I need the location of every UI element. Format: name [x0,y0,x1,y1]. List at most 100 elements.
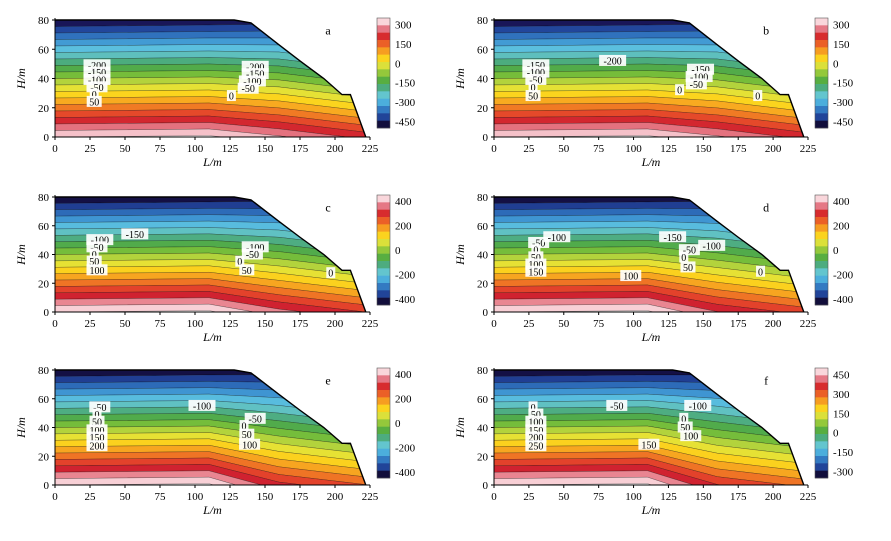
contour-label: 100 [90,266,105,277]
contour-label: 150 [528,426,543,437]
colorbar-swatch [377,463,390,471]
contour-band [494,115,804,137]
x-tick-label: 200 [765,318,782,330]
x-tick-label: 150 [257,143,274,155]
colorbar-swatch [815,209,828,218]
chart-panel-b: 0 25 50 75 100 125 150 175 200 225 0 20 40 60 80 L/m H/m… [453,15,854,169]
chart-panel-a: 0 25 50 75 100 125 150 175 200 225 0 20 40 60 80 L/m H/m… [14,15,416,169]
colorbar-swatch [377,470,390,479]
colorbar-swatch [377,25,390,33]
colorbar-swatch [815,470,828,479]
contour-label-bg [121,228,149,240]
colorbar-swatch [377,62,390,70]
colorbar-swatch [377,456,390,464]
colorbar-swatch [377,268,390,276]
colorbar-frame [814,194,829,306]
x-tick-label: 25 [523,143,535,155]
x-tick-label: 0 [52,491,58,503]
contour-label-bg [86,255,102,267]
x-tick-label: 50 [120,318,132,330]
colorbar-swatch [377,47,390,55]
y-axis-label: H/m [14,68,28,90]
colorbar-swatch [815,246,828,254]
x-tick-label: 225 [362,491,379,503]
y-tick-label: 60 [477,394,489,406]
colorbar-swatch [377,76,390,85]
contour-label-bg [86,81,108,93]
contour-label: -50 [532,239,545,250]
contour-label: 50 [683,263,693,274]
colorbar-swatch [377,113,390,121]
colorbar-swatch [377,397,390,405]
y-tick-label: 60 [477,44,489,56]
y-tick-label: 0 [44,480,50,492]
contour-label: -100 [527,68,545,79]
contour-label-bg [86,431,108,443]
y-tick-label: 80 [477,192,489,204]
colorbar-swatch [815,18,828,26]
contour-label: 100 [623,272,638,283]
y-tick-label: 40 [477,250,489,262]
panel-label: f [764,373,768,387]
contour-label-bg [525,415,547,427]
contour-label: -150 [691,65,709,76]
colorbar-swatch [377,375,390,383]
contour-label-bg [675,84,685,96]
colorbar: 400 200 0 -200 -400 [376,194,416,306]
y-tick-label: 0 [483,307,489,319]
colorbar-tick-label: 200 [395,221,412,233]
contour-label: 0 [237,257,242,268]
contour-band [55,122,366,137]
x-tick-label: 100 [625,491,642,503]
x-tick-label: 150 [695,491,712,503]
colorbar-swatch [377,283,390,291]
colorbar-tick-label: 0 [395,418,401,430]
x-tick-label: 75 [593,143,605,155]
colorbar-swatch [377,91,390,99]
colorbar-swatch [815,239,828,247]
x-tick-label: 150 [695,318,712,330]
contour-label-bg [698,239,726,251]
y-tick-label: 60 [477,221,489,233]
panel-label: e [325,373,330,387]
y-axis-label: H/m [453,417,467,439]
x-tick-label: 125 [222,143,239,155]
x-tick-label: 25 [85,318,97,330]
contour-label: 100 [683,432,698,443]
colorbar-swatch [377,253,390,262]
panel-grid: 0 25 50 75 100 125 150 175 200 225020406080L/mH/m… [14,15,854,517]
contour-band [55,102,366,127]
y-tick-label: 60 [38,394,50,406]
colorbar-tick-label: -300 [833,467,854,479]
y-axis-label: H/m [453,244,467,266]
x-tick-label: 25 [85,143,97,155]
contour-label-bg [239,428,255,440]
x-tick-label: 150 [257,491,274,503]
contour-label-bg [620,270,642,282]
x-tick-label: 0 [491,318,497,330]
contour-label: 150 [528,267,543,278]
colorbar-swatch [815,275,828,284]
y-tick-label: 0 [44,132,50,144]
colorbar-tick-label: 0 [395,58,401,70]
colorbar-swatch [815,283,828,291]
contour-label-bg [679,251,689,263]
x-tick-label: 50 [558,143,570,155]
colorbar-swatch [815,217,828,225]
colorbar-swatch [377,217,390,225]
contour-label: -100 [548,233,566,244]
slope-boundary [494,19,805,138]
colorbar-swatch [815,106,828,114]
contour-label: -50 [610,401,623,412]
panel-label: d [763,200,769,214]
colorbar-swatch [815,268,828,276]
contour-band [494,109,804,134]
contour-label: 0 [531,83,536,94]
colorbar-tick-label: 400 [395,369,412,381]
contour-label-bg [86,234,114,246]
x-tick-label: 225 [800,318,817,330]
x-tick-label: 225 [800,491,817,503]
colorbar-tick-label: 150 [833,39,850,51]
colorbar-swatch [377,84,390,92]
x-tick-label: 200 [327,318,344,330]
